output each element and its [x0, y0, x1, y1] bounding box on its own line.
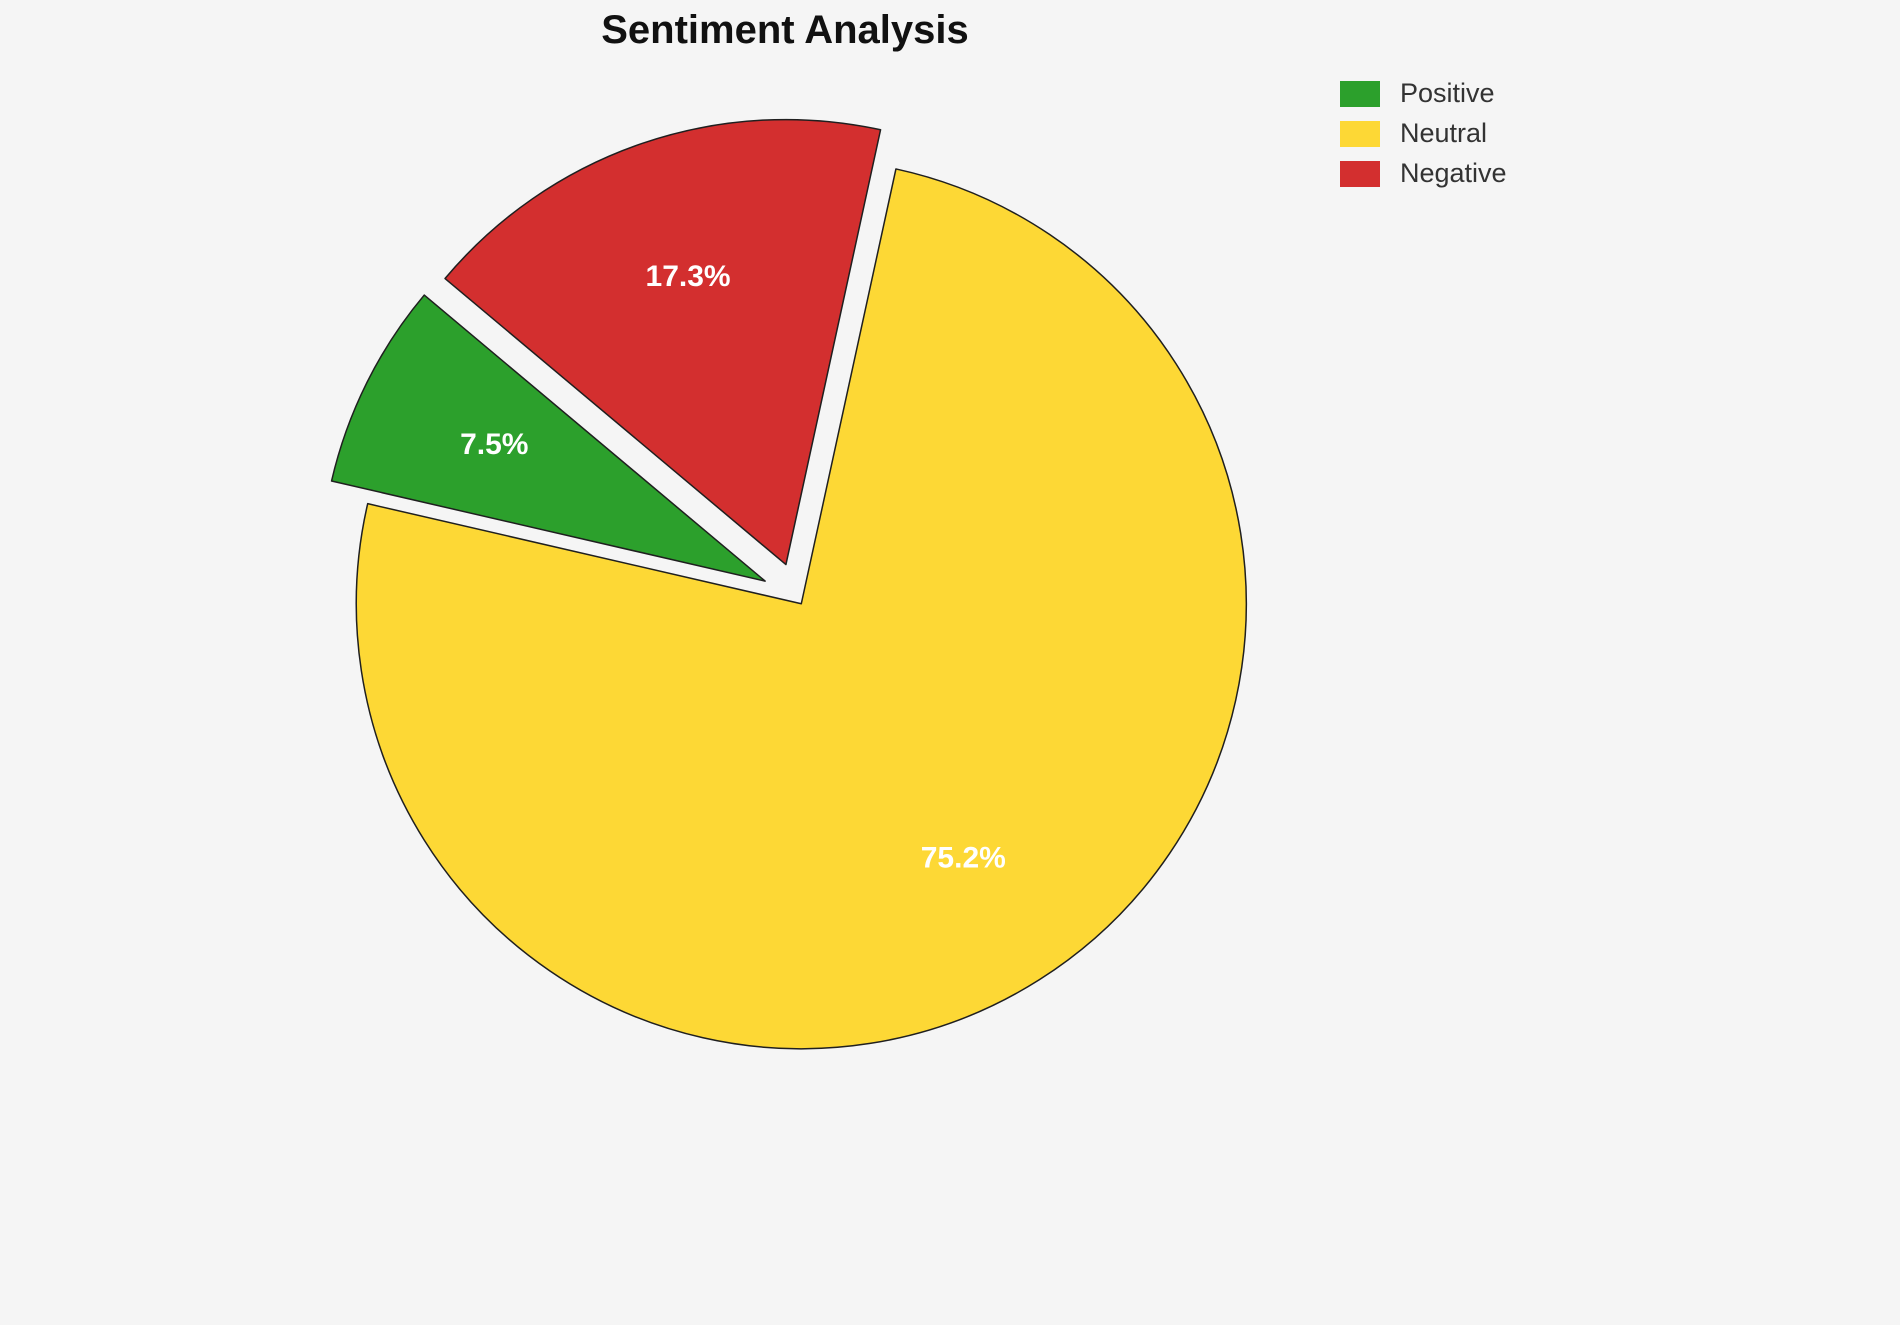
pie-slice-positive [330, 294, 766, 582]
legend-label-negative: Negative [1400, 158, 1507, 188]
legend: Positive Neutral Negative [1340, 80, 1507, 187]
pct-label-neutral: 75.2% [921, 841, 1006, 874]
pie-slice-negative [444, 118, 882, 566]
legend-swatch-neutral-icon [1340, 120, 1380, 147]
legend-item-negative: Negative [1340, 160, 1507, 187]
legend-swatch-positive-icon [1340, 80, 1380, 107]
legend-swatch-negative-icon [1340, 160, 1380, 187]
pct-label-positive: 7.5% [460, 428, 528, 461]
legend-label-positive: Positive [1400, 78, 1495, 108]
legend-item-positive: Positive [1340, 80, 1507, 107]
pie-slice-neutral [355, 168, 1247, 1050]
chart-title: Sentiment Analysis [601, 8, 969, 52]
legend-label-neutral: Neutral [1400, 118, 1488, 148]
legend-item-neutral: Neutral [1340, 120, 1507, 147]
pct-label-negative: 17.3% [646, 260, 731, 293]
